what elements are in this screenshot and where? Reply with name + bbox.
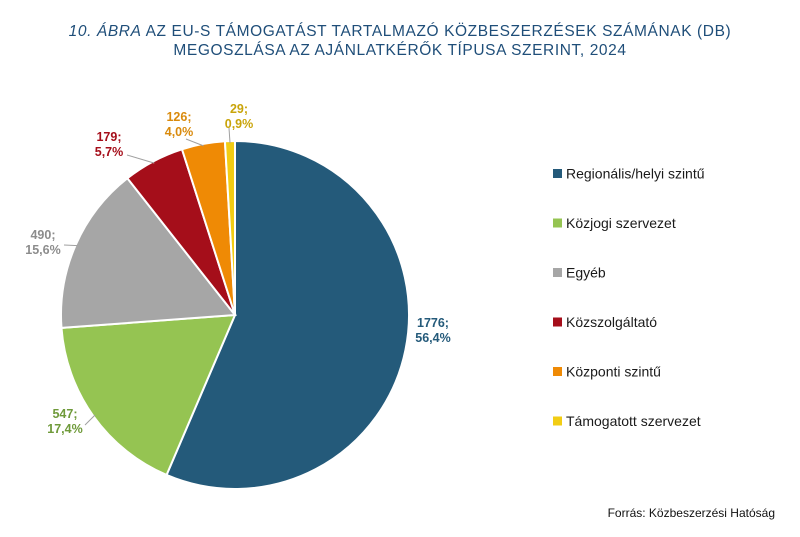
legend-label-regionalis-helyi-szintu: Regionális/helyi szintű bbox=[566, 166, 705, 182]
legend-swatch-kozponti-szintu bbox=[553, 367, 562, 376]
legend-swatch-kozszolgaltato bbox=[553, 317, 562, 327]
leader-line-tamogatott-szervezet bbox=[228, 127, 231, 144]
title-line-1: AZ EU-S TÁMOGATÁST TARTALMAZÓ KÖZBESZERZ… bbox=[141, 23, 732, 40]
pie-slices bbox=[60, 139, 410, 490]
leader-line-kozszolgaltato bbox=[126, 154, 155, 164]
data-label-kozjogi-szervezet: 547; 17,4% bbox=[47, 407, 82, 436]
source-note: Forrás: Közbeszerzési Hatóság bbox=[607, 506, 775, 520]
data-label-tamogatott-szervezet: 29; 0,9% bbox=[225, 102, 254, 131]
legend-swatch-kozjogi-szervezet bbox=[553, 218, 562, 228]
legend-label-kozponti-szintu: Központi szintű bbox=[566, 364, 661, 380]
data-labels: 1776; 56,4% 547; 17,4% 490; 15,6% 179; 5,7% 126;… bbox=[25, 102, 450, 436]
data-label-kozponti-szintu: 126; 4,0% bbox=[165, 110, 194, 139]
legend-swatch-egyeb bbox=[553, 268, 562, 277]
legend-swatch-tamogatott-szervezet bbox=[553, 416, 562, 426]
legend-label-kozszolgaltato: Közszolgáltató bbox=[566, 314, 657, 330]
pie-slice-egyeb bbox=[60, 176, 237, 330]
data-label-regionalis-helyi-szintu: 1776; 56,4% bbox=[415, 316, 450, 345]
pie-slice-regionalis-helyi-szintu bbox=[165, 139, 410, 490]
legend-label-kozjogi-szervezet: Közjogi szervezet bbox=[566, 215, 676, 231]
chart-title: 10. ÁBRA AZ EU-S TÁMOGATÁST TARTALMAZÓ K… bbox=[0, 22, 800, 60]
title-line-2: MEGOSZLÁSA AZ AJÁNLATKÉRŐK TÍPUSA SZERIN… bbox=[173, 42, 627, 59]
legend-label-egyeb: Egyéb bbox=[566, 265, 606, 281]
leader-line-kozjogi-szervezet bbox=[84, 414, 96, 426]
legend-swatch-regionalis-helyi-szintu bbox=[553, 169, 562, 178]
leader-line-egyeb bbox=[63, 244, 78, 247]
leader-lines bbox=[63, 127, 231, 426]
data-label-egyeb: 490; 15,6% bbox=[25, 228, 60, 257]
legend: Regionális/helyi szintű Közjogi szervezet… bbox=[553, 166, 705, 429]
legend-label-tamogatott-szervezet: Támogatott szervezet bbox=[566, 413, 701, 429]
figure-number: 10. ÁBRA bbox=[68, 23, 142, 40]
leader-line-kozponti-szintu bbox=[185, 138, 204, 147]
data-label-kozszolgaltato: 179; 5,7% bbox=[95, 130, 124, 159]
